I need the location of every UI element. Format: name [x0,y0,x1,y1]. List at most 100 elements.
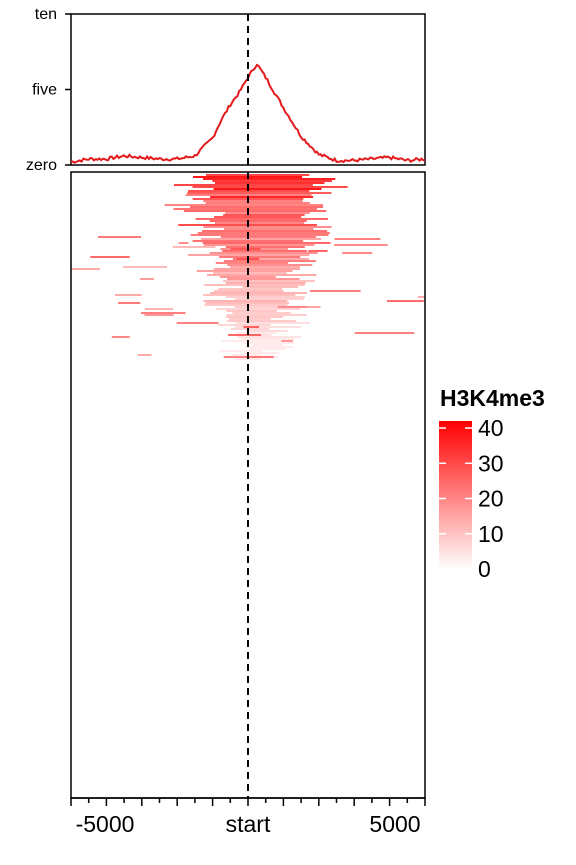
heatmap-row [223,280,315,282]
heatmap-row-segment [178,242,189,244]
heatmap-row [174,184,313,186]
heatmap-row-segment [309,290,361,292]
heatmap-row [203,284,305,286]
heatmap-row [234,306,307,308]
heatmap-row-segment [122,266,167,268]
heatmap-row-segment [308,250,328,252]
heatmap-row [236,332,276,334]
heatmap-row [213,268,300,270]
profile-y-tick-label: zero [26,157,57,174]
heatmap-row [223,214,305,216]
heatmap-row [234,326,301,328]
profile-y-tick-label: five [32,82,57,99]
heatmap-row [236,258,309,260]
heatmap-row [203,178,336,180]
profile-y-tick-label: ten [35,6,57,23]
heatmap-row-segment [172,246,216,248]
heatmap-row [235,298,304,300]
heatmap-row [213,272,287,274]
heatmap-row [183,210,327,212]
x-tick-label: start [226,811,271,837]
x-tick-label: 5000 [369,811,420,837]
heatmap-row [205,202,310,204]
heatmap-row [243,342,295,344]
heatmap-row [218,288,283,290]
heatmap-row [226,310,277,312]
profile-y-axis: zero five ten [26,6,71,174]
heatmap-row [202,230,328,232]
heatmap-row-segment [115,294,142,296]
heatmap-row [210,292,307,294]
heatmap-row [187,192,332,194]
heatmap-row [252,344,283,346]
heatmap-row [209,220,307,222]
heatmap-row [241,338,295,340]
heatmap-row [190,234,329,236]
heatmap-row [219,276,276,278]
heatmap-row-segment [90,256,130,258]
legend-title: H3K4me3 [440,385,545,411]
heatmap-row [227,320,296,322]
heatmap-row-segment [144,308,173,310]
heatmap-rows [71,174,425,360]
heatmap-row-segment [141,312,186,314]
heatmap-row [203,300,288,302]
heatmap-row-segment [281,340,293,342]
heatmap-row-segment [137,354,152,356]
legend-tick-label: 30 [478,450,504,476]
heatmap-row [243,352,280,354]
heatmap-row [221,340,283,342]
heatmap-row [244,356,279,358]
legend-tick-label: 10 [478,521,504,547]
heatmap-row [232,354,262,356]
heatmap-row [219,256,301,258]
heatmap-row [217,324,271,326]
heatmap-row [232,312,291,314]
legend-tick-label: 40 [478,415,504,441]
color-legend: H3K4me3 40 30 20 10 0 [439,385,545,582]
heatmap-row [230,266,300,268]
heatmap-row [225,296,305,298]
heatmap-row [164,204,324,206]
heatmap-row [225,246,305,248]
heatmap-x-axis: -5000 start 5000 [70,797,426,837]
heatmap-row [196,270,293,272]
heatmap-row [216,308,301,310]
heatmap-row [202,242,331,244]
heatmap-row [201,238,322,240]
heatmap-row [214,216,302,218]
heatmap-row-segment [176,322,219,324]
heatmap-row [204,304,288,306]
heatmap-row [226,314,307,316]
legend-colorbar [439,421,472,569]
heatmap-row [213,188,322,190]
heatmap-row [224,228,314,230]
heatmap-row-segment [227,334,261,336]
heatmap-row [197,232,330,234]
heatmap-row [235,322,311,324]
heatmap-row [209,252,318,254]
heatmap-panel: -5000 start 5000 [70,171,426,837]
heatmap-row [248,348,286,350]
heatmap-row [203,294,296,296]
heatmap-row [205,302,289,304]
heatmap-row [192,240,304,242]
heatmap-row-segment [98,236,141,238]
heatmap-row-segment [144,314,174,316]
heatmap-row [212,180,332,182]
heatmap-row-segment [243,326,259,328]
heatmap-row [203,226,332,228]
heatmap-row-segment [417,296,425,298]
heatmap-row [237,336,302,338]
heatmap-row [203,244,315,246]
heatmap-row-segment [334,244,388,246]
heatmap-row-segment [71,268,100,270]
heatmap-row [192,186,348,188]
heatmap-row-segment [354,332,415,334]
heatmap-row [220,248,288,250]
heatmap-row [215,262,289,264]
heatmap-row [220,236,316,238]
heatmap-row [222,250,308,252]
heatmap-row [227,278,300,280]
